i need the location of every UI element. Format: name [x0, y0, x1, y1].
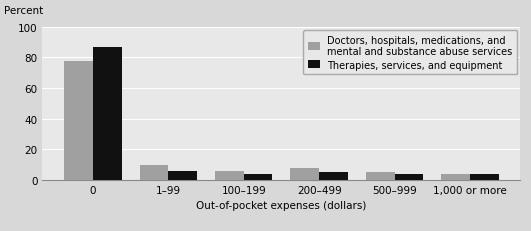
Bar [140, 165, 168, 180]
Legend: Doctors, hospitals, medications, and
mental and substance abuse services, Therap: Doctors, hospitals, medications, and men… [303, 31, 518, 75]
Bar [215, 171, 244, 180]
Bar [441, 174, 470, 180]
Bar [244, 174, 272, 180]
Text: Percent: Percent [4, 6, 44, 15]
Bar [395, 174, 423, 180]
Bar [93, 48, 122, 180]
Bar [64, 61, 93, 180]
Bar [470, 174, 499, 180]
Bar [290, 168, 319, 180]
Bar [319, 173, 348, 180]
Bar [168, 171, 197, 180]
X-axis label: Out-of-pocket expenses (dollars): Out-of-pocket expenses (dollars) [196, 201, 366, 210]
Bar [366, 173, 395, 180]
